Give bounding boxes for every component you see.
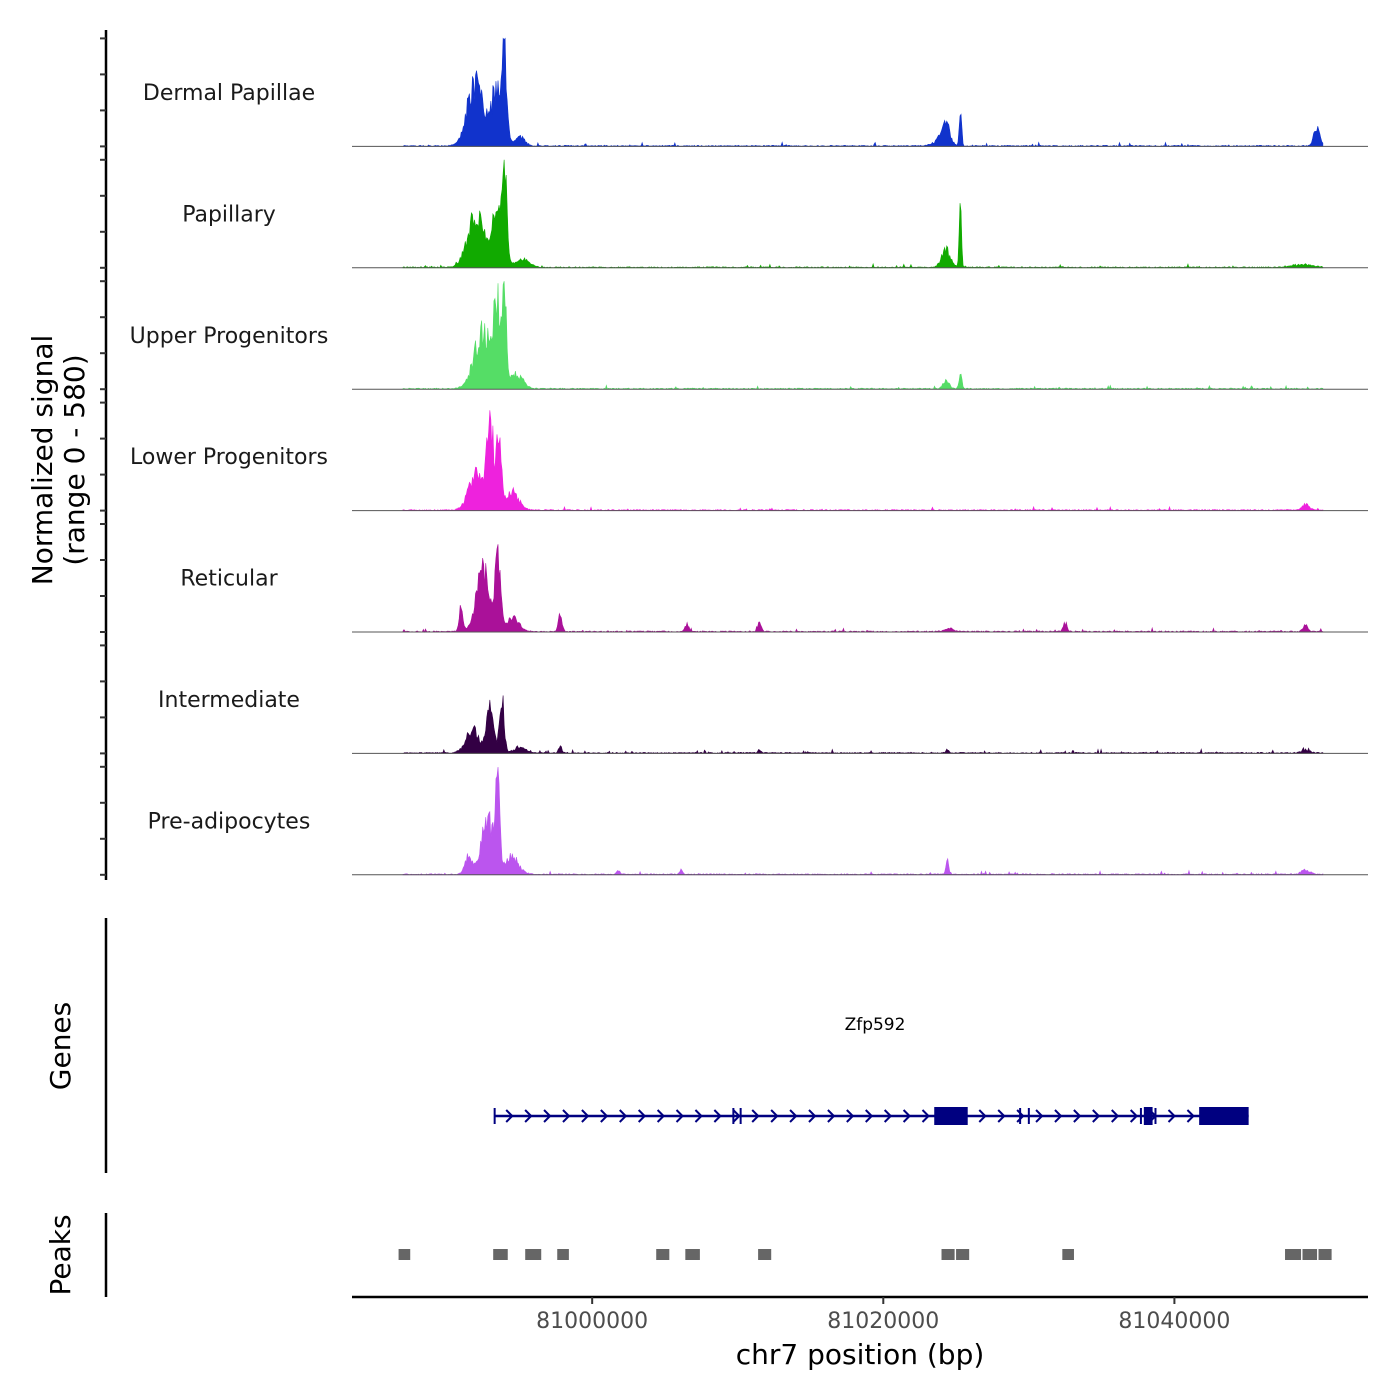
strand-arrow bbox=[600, 1109, 609, 1123]
coverage-area bbox=[402, 159, 1324, 269]
peak-region bbox=[1302, 1249, 1318, 1260]
strand-arrow bbox=[997, 1109, 1006, 1123]
coverage-area bbox=[402, 544, 1324, 633]
strand-arrow bbox=[978, 1109, 987, 1123]
strand-arrow bbox=[619, 1109, 628, 1123]
strand-arrow bbox=[751, 1109, 760, 1123]
strand-arrow bbox=[789, 1109, 798, 1123]
strand-arrow bbox=[562, 1109, 571, 1123]
peak-regions bbox=[398, 1249, 1332, 1260]
peak-region bbox=[493, 1249, 508, 1260]
strand-arrow bbox=[713, 1109, 722, 1123]
strand-arrow bbox=[921, 1109, 930, 1123]
track-label: Intermediate bbox=[158, 688, 300, 713]
strand-arrow bbox=[675, 1109, 684, 1123]
strand-arrow bbox=[1054, 1109, 1063, 1123]
strand-arrow bbox=[1167, 1109, 1176, 1123]
strand-arrow bbox=[902, 1109, 911, 1123]
coverage-area bbox=[402, 410, 1324, 512]
x-tick-label: 81000000 bbox=[536, 1309, 648, 1334]
exon-block bbox=[934, 1107, 968, 1125]
strand-arrow bbox=[1035, 1109, 1044, 1123]
peak-region bbox=[758, 1249, 772, 1260]
coverage-tracks: Dermal Papillae Papillary Upper Progenitor… bbox=[130, 37, 1368, 876]
strand-arrow bbox=[1186, 1109, 1195, 1123]
coverage-area bbox=[402, 37, 1324, 147]
x-tick-label: 81040000 bbox=[1118, 1309, 1230, 1334]
peak-region bbox=[656, 1249, 670, 1260]
strand-arrow bbox=[770, 1109, 779, 1123]
coverage-y-ticks bbox=[100, 37, 106, 876]
strand-arrow bbox=[505, 1109, 514, 1123]
strand-arrow bbox=[581, 1109, 590, 1123]
peak-region bbox=[398, 1249, 411, 1260]
exon-block bbox=[1143, 1107, 1153, 1125]
x-axis-title: chr7 position (bp) bbox=[736, 1338, 985, 1371]
track-label: Pre-adipocytes bbox=[148, 809, 311, 834]
coverage-area bbox=[402, 281, 1324, 390]
strand-arrow bbox=[637, 1109, 647, 1123]
y-axis-title-line1: Normalized signal bbox=[26, 335, 59, 586]
strand-arrow bbox=[865, 1109, 874, 1123]
peak-region bbox=[1318, 1249, 1332, 1260]
strand-arrow bbox=[543, 1109, 552, 1123]
track-label: Dermal Papillae bbox=[143, 81, 315, 106]
peaks-side-label: Peaks bbox=[44, 1214, 77, 1295]
strand-arrow bbox=[1016, 1109, 1025, 1123]
track-label: Reticular bbox=[180, 567, 278, 592]
coverage-area bbox=[402, 695, 1324, 754]
peak-region bbox=[1285, 1249, 1302, 1260]
strand-arrow bbox=[656, 1109, 665, 1123]
exon-block bbox=[1199, 1107, 1249, 1125]
strand-arrow bbox=[808, 1109, 817, 1123]
track-label: Upper Progenitors bbox=[130, 324, 329, 349]
track-label: Papillary bbox=[182, 202, 276, 227]
strand-arrow bbox=[827, 1109, 836, 1123]
strand-arrow bbox=[1092, 1109, 1101, 1123]
gene-name-label: Zfp592 bbox=[845, 1015, 906, 1035]
genes-side-label: Genes bbox=[44, 1002, 77, 1090]
strand-arrow bbox=[732, 1109, 741, 1123]
strand-arrow bbox=[1129, 1109, 1139, 1123]
strand-arrow bbox=[1073, 1109, 1082, 1123]
strand-arrow bbox=[883, 1109, 893, 1123]
strand-arrow bbox=[1111, 1109, 1120, 1123]
peak-region bbox=[956, 1249, 970, 1260]
x-tick-label: 81020000 bbox=[827, 1309, 939, 1334]
track-label: Lower Progenitors bbox=[130, 445, 328, 470]
gene-model bbox=[493, 1107, 1249, 1125]
strand-arrow bbox=[694, 1109, 703, 1123]
strand-arrow bbox=[524, 1109, 533, 1123]
coverage-area bbox=[402, 766, 1324, 876]
peak-region bbox=[557, 1249, 569, 1260]
peak-region bbox=[941, 1249, 955, 1260]
strand-arrow bbox=[846, 1109, 855, 1123]
peak-region bbox=[1062, 1249, 1074, 1260]
peak-region bbox=[525, 1249, 542, 1260]
x-axis-ticks: 81000000 81020000 81040000 bbox=[536, 1297, 1230, 1334]
peak-region bbox=[685, 1249, 700, 1260]
y-axis-title-line2: (range 0 - 580) bbox=[58, 354, 91, 565]
